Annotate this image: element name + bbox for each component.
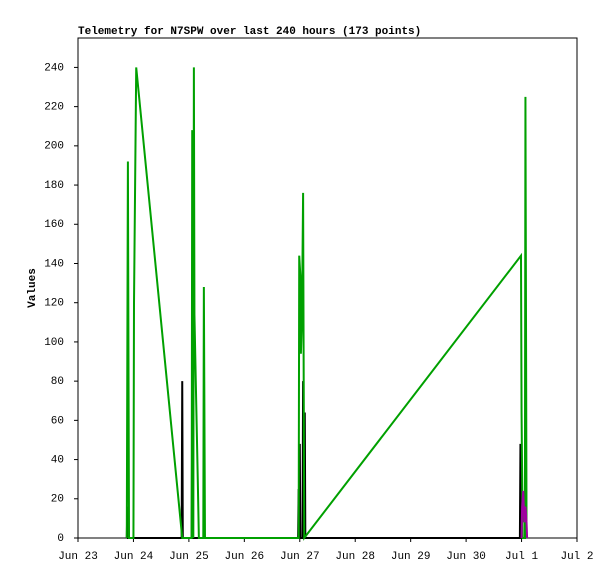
y-tick-label: 200: [44, 141, 64, 153]
y-tick-label: 80: [51, 376, 64, 388]
x-tick-label: Jul 1: [505, 551, 538, 563]
y-tick-label: 60: [51, 415, 64, 427]
y-tick-label: 20: [51, 494, 64, 506]
x-tick-label: Jun 24: [114, 551, 154, 563]
x-tick-label: Jun 25: [169, 551, 209, 563]
x-tick-label: Jun 30: [446, 551, 486, 563]
x-tick-label: Jun 23: [58, 551, 98, 563]
y-tick-label: 40: [51, 454, 64, 466]
y-tick-label: 160: [44, 219, 64, 231]
series-line: [520, 490, 529, 539]
y-tick-label: 120: [44, 298, 64, 310]
plot-area: [77, 37, 578, 539]
x-tick-label: Jun 28: [335, 551, 375, 563]
y-tick-label: 100: [44, 337, 64, 349]
y-tick-label: 220: [44, 102, 64, 114]
chart-title: Telemetry for N7SPW over last 240 hours …: [78, 26, 421, 38]
y-tick-label: 0: [57, 533, 64, 545]
series-line: [125, 67, 528, 541]
x-tick-label: Jun 27: [280, 551, 320, 563]
x-tick-label: Jun 29: [391, 551, 431, 563]
x-tick-label: Jun 26: [225, 551, 265, 563]
x-tick-label: Jul 2: [560, 551, 593, 563]
y-tick-label: 180: [44, 180, 64, 192]
y-axis-label: Values: [27, 268, 39, 308]
y-tick-label: 240: [44, 62, 64, 74]
y-tick-label: 140: [44, 258, 64, 270]
